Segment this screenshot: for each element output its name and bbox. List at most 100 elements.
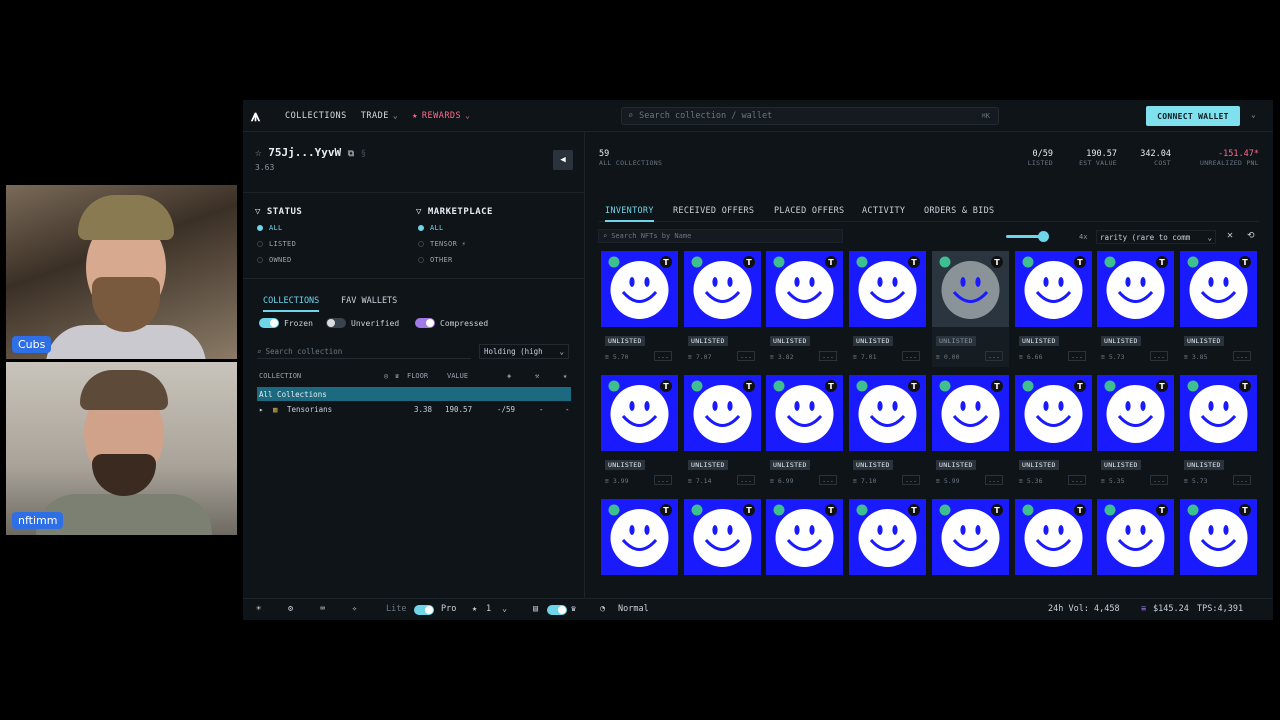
more-button[interactable]: ...: [654, 351, 672, 361]
more-button[interactable]: ...: [819, 475, 837, 485]
collapse-panel-button[interactable]: ◀: [553, 150, 573, 170]
target-icon[interactable]: ◎: [384, 372, 389, 380]
tab-fav-wallets[interactable]: FAV WALLETS: [341, 296, 398, 306]
nft-card[interactable]: T UNLISTED ≡ 3.85...: [1180, 251, 1257, 367]
nft-card[interactable]: T UNLISTED ≡ 3.99...: [601, 375, 678, 491]
more-button[interactable]: ...: [902, 475, 920, 485]
tab-received-offers[interactable]: RECEIVED OFFERS: [673, 206, 755, 216]
toggle-switch[interactable]: [326, 318, 346, 328]
nft-card[interactable]: T UNLISTED ≡ 5.73...: [1097, 251, 1174, 367]
more-button[interactable]: ...: [902, 351, 920, 361]
nft-image[interactable]: T: [932, 251, 1009, 327]
more-button[interactable]: ...: [1233, 475, 1251, 485]
more-button[interactable]: ...: [985, 475, 1003, 485]
header-value[interactable]: VALUE: [447, 372, 469, 380]
status-owned-radio[interactable]: OWNED: [257, 256, 292, 264]
more-button[interactable]: ...: [985, 351, 1003, 361]
toggle-compressed[interactable]: Compressed: [415, 318, 488, 328]
more-button[interactable]: ...: [819, 351, 837, 361]
nft-card[interactable]: T: [684, 499, 761, 585]
nft-card[interactable]: T UNLISTED ≡ 7.01...: [849, 251, 926, 367]
nav-collections[interactable]: COLLECTIONS: [285, 110, 347, 121]
star-icon[interactable]: ☆: [255, 146, 262, 159]
gauge-icon[interactable]: ◔: [600, 604, 606, 614]
nft-image[interactable]: T: [1180, 375, 1257, 451]
nft-card[interactable]: T UNLISTED ≡ 5.70...: [601, 251, 678, 367]
copy-icon[interactable]: ⧉: [347, 149, 355, 159]
tab-placed-offers[interactable]: PLACED OFFERS: [774, 206, 845, 216]
header-collection[interactable]: COLLECTION: [259, 372, 302, 380]
nft-card[interactable]: T: [601, 499, 678, 585]
nft-card[interactable]: T UNLISTED ≡ 7.10...: [849, 375, 926, 491]
nft-image[interactable]: T: [684, 375, 761, 451]
tab-orders-bids[interactable]: ORDERS & BIDS: [924, 206, 995, 216]
nft-image[interactable]: T: [1015, 499, 1092, 575]
chevron-down-icon[interactable]: ⌄: [1251, 110, 1256, 119]
nft-image[interactable]: T: [1097, 375, 1174, 451]
nft-image[interactable]: T: [601, 375, 678, 451]
nft-image[interactable]: T: [766, 499, 843, 575]
toggle-switch[interactable]: [415, 318, 435, 328]
toggle-switch[interactable]: [414, 605, 434, 615]
nft-image[interactable]: T: [684, 251, 761, 327]
more-button[interactable]: ...: [1150, 475, 1168, 485]
marketplace-other-radio[interactable]: OTHER: [418, 256, 453, 264]
tab-inventory[interactable]: INVENTORY: [605, 206, 654, 222]
toggle-switch[interactable]: [547, 605, 567, 615]
nft-card[interactable]: T UNLISTED ≡ 5.73...: [1180, 375, 1257, 491]
status-all-radio[interactable]: ALL: [257, 224, 283, 232]
nft-card[interactable]: T UNLISTED ≡ 7.14...: [684, 375, 761, 491]
mode-label[interactable]: Normal: [618, 604, 649, 614]
gear-icon[interactable]: ⚙: [288, 604, 294, 614]
more-button[interactable]: ...: [737, 475, 755, 485]
tab-activity[interactable]: ACTIVITY: [862, 206, 906, 216]
toggle-switch[interactable]: [259, 318, 279, 328]
nft-card[interactable]: T UNLISTED ≡ 6.66...: [1015, 251, 1092, 367]
nft-card[interactable]: T: [1097, 499, 1174, 585]
header-floor[interactable]: FLOOR: [407, 372, 429, 380]
nft-image[interactable]: T: [932, 375, 1009, 451]
nft-card[interactable]: T: [1180, 499, 1257, 585]
nft-card[interactable]: T UNLISTED ≡ 0.00...: [932, 251, 1009, 367]
more-button[interactable]: ...: [654, 475, 672, 485]
toggle-unverified[interactable]: Unverified: [326, 318, 399, 328]
crown-icon[interactable]: ♛: [571, 604, 577, 614]
connect-wallet-button[interactable]: CONNECT WALLET: [1146, 106, 1240, 126]
nft-image[interactable]: T: [1180, 499, 1257, 575]
nft-image[interactable]: T: [1180, 251, 1257, 327]
row-all-collections[interactable]: All Collections: [257, 387, 571, 401]
collection-row[interactable]: ▸ ▦ Tensorians 3.38 190.57 -/59 - -: [259, 405, 570, 414]
hammer-icon[interactable]: ⚒: [535, 372, 540, 380]
nft-image[interactable]: T: [849, 499, 926, 575]
solscan-icon[interactable]: §: [360, 149, 367, 159]
sort-select[interactable]: rarity (rare to comm ⌄: [1096, 230, 1216, 244]
zoom-slider-track[interactable]: [1006, 235, 1046, 238]
priority-star-icon[interactable]: ★: [472, 604, 478, 614]
nft-card[interactable]: T UNLISTED ≡ 6.99...: [766, 375, 843, 491]
nft-image[interactable]: T: [1015, 375, 1092, 451]
nft-image[interactable]: T: [601, 499, 678, 575]
view-toggle[interactable]: [547, 605, 567, 616]
nft-image[interactable]: T: [766, 251, 843, 327]
nft-image[interactable]: T: [1097, 251, 1174, 327]
more-button[interactable]: ...: [1068, 475, 1086, 485]
nft-image[interactable]: T: [1015, 251, 1092, 327]
refresh-icon[interactable]: ⟲: [1247, 231, 1255, 241]
holding-sort-select[interactable]: Holding (high ⌄: [479, 344, 569, 359]
zoom-slider-handle[interactable]: [1038, 231, 1049, 242]
nft-card[interactable]: T UNLISTED ≡ 5.36...: [1015, 375, 1092, 491]
nft-card[interactable]: T: [766, 499, 843, 585]
tag-icon[interactable]: ◈: [507, 372, 512, 380]
tab-collections[interactable]: COLLECTIONS: [263, 296, 320, 312]
nft-image[interactable]: T: [601, 251, 678, 327]
nft-card[interactable]: T UNLISTED ≡ 7.07...: [684, 251, 761, 367]
more-button[interactable]: ...: [1150, 351, 1168, 361]
expand-icon[interactable]: ▸: [259, 405, 264, 414]
tensor-logo-icon[interactable]: ⩚: [251, 105, 261, 125]
nav-rewards[interactable]: ★ REWARDS ⌄: [412, 110, 471, 121]
nft-card[interactable]: T: [932, 499, 1009, 585]
nav-trade[interactable]: TRADE ⌄: [360, 110, 399, 121]
grid-icon[interactable]: ▤: [533, 604, 539, 614]
marketplace-tensor-radio[interactable]: TENSOR ⚡: [418, 240, 466, 248]
global-search-input[interactable]: ⌕ Search collection / wallet ⌘K: [621, 107, 999, 125]
